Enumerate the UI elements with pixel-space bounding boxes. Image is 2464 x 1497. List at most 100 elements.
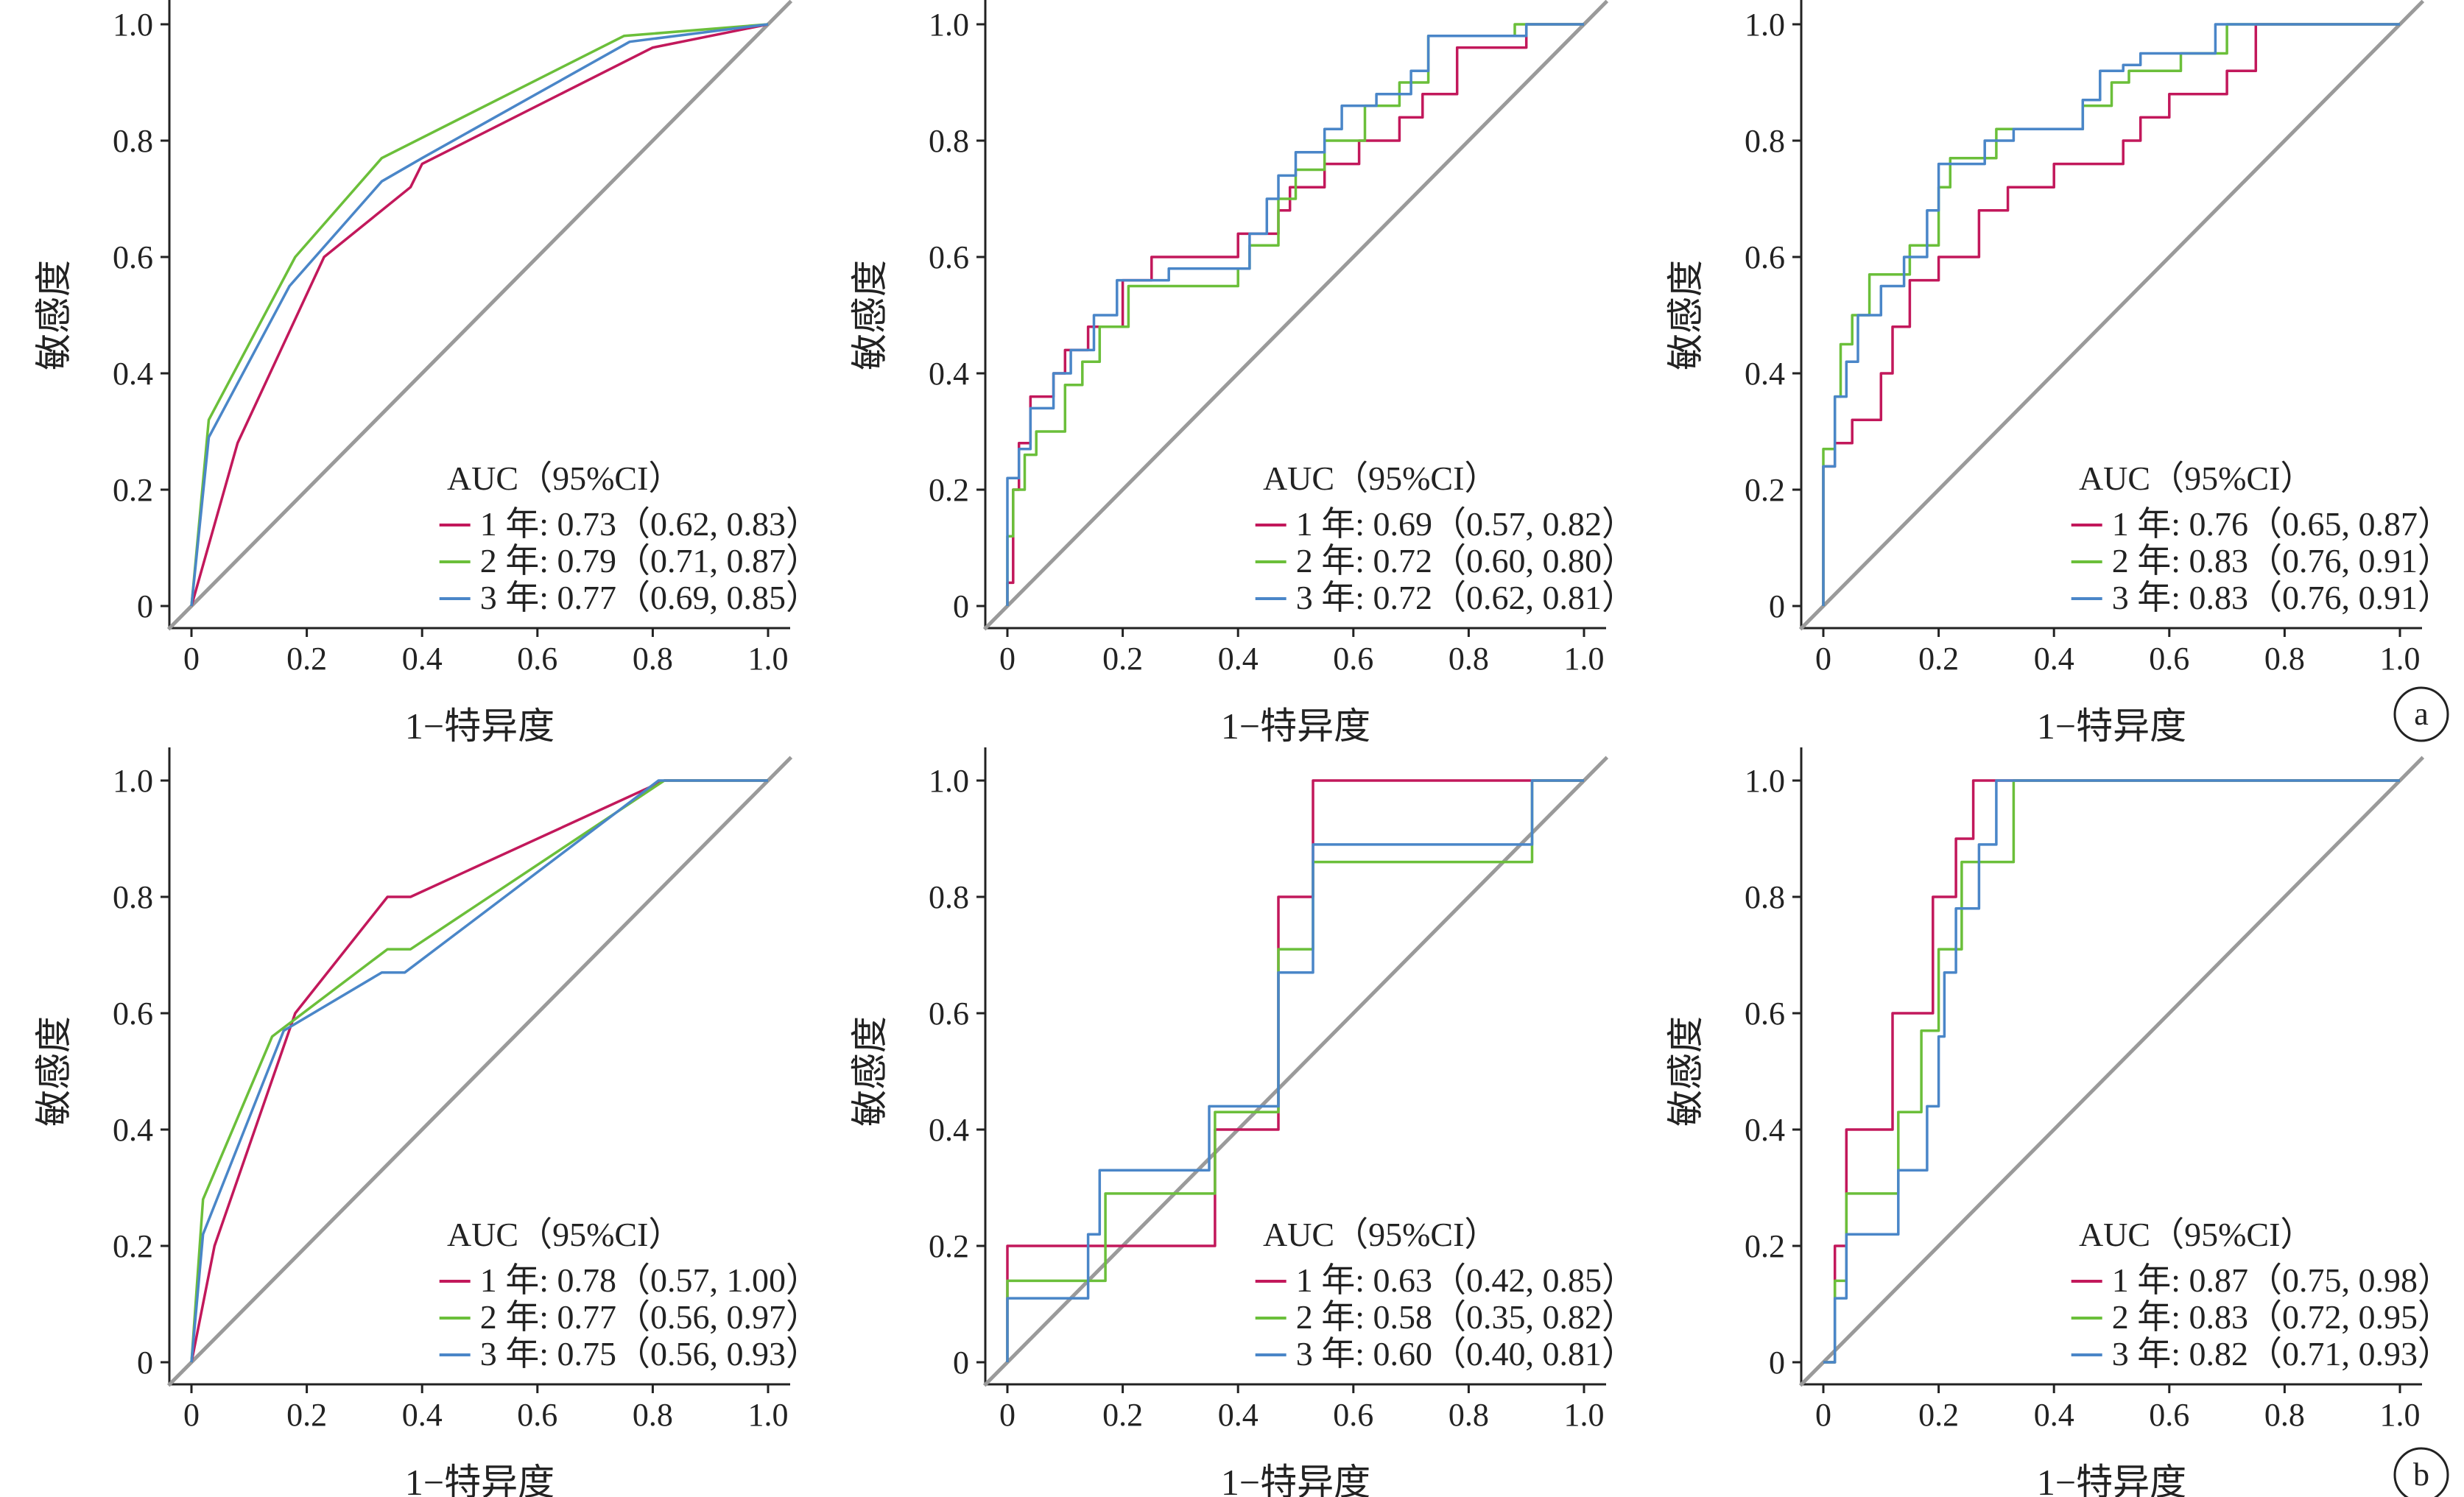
legend-entry: 2 年: 0.83（0.76, 0.91） xyxy=(2112,542,2451,580)
x-tick-label: 1.0 xyxy=(1564,1397,1605,1433)
x-tick-label: 0.6 xyxy=(517,641,557,677)
y-tick-label: 0.8 xyxy=(1745,123,1785,159)
y-tick-label: 0 xyxy=(953,588,969,624)
y-tick-label: 0.6 xyxy=(1745,239,1785,275)
x-tick-label: 0 xyxy=(183,641,200,677)
y-axis-title: 敏感度 xyxy=(849,260,890,370)
roc-curve-series-3 xyxy=(1823,779,2400,1364)
y-tick-label: 0.6 xyxy=(113,239,153,275)
x-tick-label: 0.2 xyxy=(1102,641,1143,677)
x-tick-label: 0.4 xyxy=(1218,641,1259,677)
y-tick-label: 0.4 xyxy=(113,1112,153,1148)
y-tick-label: 0.6 xyxy=(113,996,153,1032)
roc-curve-series-3 xyxy=(190,779,768,1363)
roc-curve-series-3 xyxy=(1822,23,2400,606)
roc-curve-series-3 xyxy=(190,23,769,607)
y-tick-label: 0.6 xyxy=(1745,996,1785,1032)
y-tick-label: 0.2 xyxy=(929,1228,969,1264)
x-tick-label: 1.0 xyxy=(2380,1397,2421,1433)
x-tick-label: 0.4 xyxy=(1218,1397,1259,1433)
reference-diagonal-line xyxy=(1798,755,2425,1387)
legend-entry: 1 年: 0.76（0.65, 0.87） xyxy=(2112,505,2451,543)
legend-entry: 1 年: 0.73（0.62, 0.83） xyxy=(480,505,820,543)
reference-diagonal-line xyxy=(166,755,793,1387)
x-tick-label: 0.6 xyxy=(2149,1397,2189,1433)
x-tick-label: 0.6 xyxy=(1333,641,1373,677)
roc-panel-3: 0 0.2 0.4 0.6 0.8 1.0 0 0.2 0.4 0.6 0.8 1.0 1−特异度 敏感度… xyxy=(1665,0,2451,747)
x-tick-label: 0 xyxy=(999,641,1015,677)
y-tick-label: 0.4 xyxy=(1745,1112,1785,1148)
legend-title: AUC（95%CI） xyxy=(2079,1216,2314,1253)
y-axis-title: 敏感度 xyxy=(1665,1016,1706,1127)
roc-curve-series-2 xyxy=(1823,779,2400,1364)
legend-title: AUC（95%CI） xyxy=(447,459,682,497)
y-tick-label: 0.8 xyxy=(113,879,153,915)
y-tick-label: 0.8 xyxy=(929,123,969,159)
x-tick-label: 0.6 xyxy=(2149,641,2189,677)
legend-entry: 2 年: 0.72（0.60, 0.80） xyxy=(1296,542,1636,580)
panel-tag-b: b xyxy=(2393,1447,2449,1497)
legend-entry: 3 年: 0.75（0.56, 0.93） xyxy=(480,1335,820,1373)
legend-title: AUC（95%CI） xyxy=(447,1216,682,1253)
x-tick-label: 0.8 xyxy=(2264,641,2305,677)
x-axis-title: 1−特异度 xyxy=(1221,1462,1370,1497)
y-tick-label: 1.0 xyxy=(113,763,153,799)
x-tick-label: 0 xyxy=(183,1397,200,1433)
legend-title: AUC（95%CI） xyxy=(2079,459,2314,497)
legend-entry: 1 年: 0.78（0.57, 1.00） xyxy=(480,1261,820,1299)
y-tick-label: 0.6 xyxy=(929,996,969,1032)
legend-entry: 1 年: 0.63（0.42, 0.85） xyxy=(1296,1261,1636,1299)
y-tick-label: 0 xyxy=(953,1345,969,1381)
legend-title: AUC（95%CI） xyxy=(1263,1216,1498,1253)
y-tick-label: 0.4 xyxy=(929,1112,969,1148)
x-tick-label: 0.8 xyxy=(1449,1397,1489,1433)
legend-entry: 3 年: 0.83（0.76, 0.91） xyxy=(2112,579,2451,616)
y-tick-label: 0.6 xyxy=(929,239,969,275)
roc-curve-series-3 xyxy=(1006,779,1584,1362)
legend-entry: 1 年: 0.87（0.75, 0.98） xyxy=(2112,1261,2451,1299)
x-axis-title: 1−特异度 xyxy=(2037,705,2186,747)
roc-panel-4: 0 0.2 0.4 0.6 0.8 1.0 0 0.2 0.4 0.6 0.8 1.0 1−特异度 敏感度… xyxy=(33,747,820,1497)
y-tick-label: 0.8 xyxy=(1745,879,1785,915)
y-tick-label: 0.8 xyxy=(929,879,969,915)
y-tick-label: 0.2 xyxy=(1745,1228,1785,1264)
x-tick-label: 0 xyxy=(999,1397,1015,1433)
roc-curve-series-1 xyxy=(1006,779,1584,1362)
x-tick-label: 0.6 xyxy=(1333,1397,1373,1433)
roc-panel-2: 0 0.2 0.4 0.6 0.8 1.0 0 0.2 0.4 0.6 0.8 1.0 1−特异度 敏感度… xyxy=(849,0,1636,747)
roc-curve-series-2 xyxy=(1006,779,1584,1362)
panel-tag-circle xyxy=(2393,686,2449,742)
x-tick-label: 1.0 xyxy=(2380,641,2421,677)
legend-entry: 2 年: 0.83（0.72, 0.95） xyxy=(2112,1298,2451,1336)
roc-curve-series-2 xyxy=(1822,23,2400,606)
x-tick-label: 1.0 xyxy=(748,1397,789,1433)
x-tick-label: 0.8 xyxy=(633,1397,673,1433)
x-tick-label: 0.4 xyxy=(2034,1397,2074,1433)
x-tick-label: 0.2 xyxy=(286,641,327,677)
y-tick-label: 1.0 xyxy=(1745,763,1785,799)
roc-curve-series-1 xyxy=(1822,23,2400,606)
y-tick-label: 0.8 xyxy=(113,123,153,159)
legend-entry: 2 年: 0.58（0.35, 0.82） xyxy=(1296,1298,1636,1336)
x-axis-title: 1−特异度 xyxy=(2037,1462,2186,1497)
y-tick-label: 1.0 xyxy=(929,7,969,43)
legend-entry: 3 年: 0.60（0.40, 0.81） xyxy=(1296,1335,1636,1373)
x-tick-label: 0.2 xyxy=(1918,1397,1959,1433)
panel-tag-circle xyxy=(2393,1447,2449,1497)
y-tick-label: 1.0 xyxy=(1745,7,1785,43)
panel-tag-letter: b xyxy=(2413,1457,2429,1493)
legend-entry: 3 年: 0.77（0.69, 0.85） xyxy=(480,579,820,616)
legend-title: AUC（95%CI） xyxy=(1263,459,1498,497)
legend-entry: 2 年: 0.79（0.71, 0.87） xyxy=(480,542,820,580)
y-tick-label: 1.0 xyxy=(113,7,153,43)
roc-panel-6: 0 0.2 0.4 0.6 0.8 1.0 0 0.2 0.4 0.6 0.8 1.0 1−特异度 敏感度… xyxy=(1665,747,2451,1497)
x-tick-label: 0.6 xyxy=(517,1397,557,1433)
x-tick-label: 1.0 xyxy=(1564,641,1605,677)
reference-diagonal-line xyxy=(1798,0,2425,631)
y-tick-label: 0.2 xyxy=(1745,472,1785,508)
y-tick-label: 0 xyxy=(137,588,153,624)
x-tick-label: 0.2 xyxy=(1102,1397,1143,1433)
x-tick-label: 0.8 xyxy=(2264,1397,2305,1433)
roc-panel-5: 0 0.2 0.4 0.6 0.8 1.0 0 0.2 0.4 0.6 0.8 1.0 1−特异度 敏感度… xyxy=(849,747,1636,1497)
